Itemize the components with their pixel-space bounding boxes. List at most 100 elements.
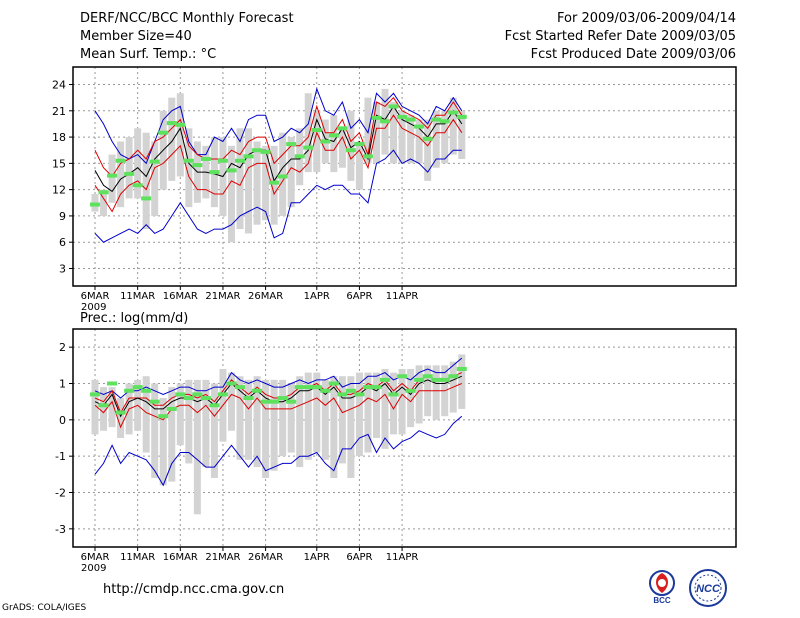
- observed-mark: [98, 403, 109, 408]
- panel-1: 3 6 9 12 15 18 21 24 6MAR 11MAR 16MAR 21MAR 26MAR 1AP…: [52, 66, 737, 313]
- observed-mark: [448, 110, 459, 115]
- spread-bar: [117, 141, 125, 208]
- observed-mark: [175, 392, 186, 397]
- spread-bar: [245, 128, 253, 234]
- y-tick-label: 1: [59, 378, 66, 391]
- observed-mark: [422, 374, 433, 379]
- observed-mark: [311, 385, 322, 390]
- spread-bar: [313, 110, 321, 173]
- observed-mark: [277, 396, 288, 401]
- y-tick-label: 6: [59, 236, 66, 249]
- y-tick-label: 2: [59, 341, 66, 354]
- observed-mark: [320, 388, 331, 393]
- spread-bar: [108, 154, 116, 203]
- spread-bar: [142, 376, 150, 453]
- spread-bar: [125, 137, 133, 199]
- spread-bar: [313, 372, 321, 453]
- observed-mark: [354, 142, 365, 147]
- observed-mark: [269, 180, 280, 185]
- observed-mark: [90, 392, 100, 397]
- observed-mark: [243, 154, 254, 159]
- observed-mark: [141, 388, 152, 393]
- spread-bar: [424, 119, 432, 181]
- observed-mark: [252, 388, 263, 393]
- observed-mark: [132, 183, 143, 188]
- spread-bar: [270, 379, 278, 471]
- spread-bar: [458, 354, 466, 409]
- spread-bar: [176, 383, 184, 446]
- spread-bar: [296, 376, 304, 468]
- y-tick-label: 15: [52, 157, 66, 170]
- ncc-logo: NCC: [689, 569, 727, 607]
- observed-mark: [175, 122, 186, 127]
- observed-mark: [158, 130, 169, 135]
- x-tick-label: 1APR: [304, 291, 330, 302]
- observed-mark: [431, 377, 442, 382]
- observed-mark: [448, 374, 459, 379]
- spread-bar: [227, 372, 235, 431]
- observed-mark: [303, 385, 314, 390]
- spread-bar: [355, 372, 363, 457]
- observed-mark: [166, 121, 177, 126]
- observed-mark: [107, 173, 118, 178]
- observed-mark: [124, 388, 135, 393]
- observed-mark: [158, 414, 169, 419]
- observed-mark: [260, 149, 271, 154]
- spread-bar: [168, 97, 176, 181]
- year-label: 2009: [81, 563, 106, 574]
- spread-bar: [304, 93, 312, 173]
- observed-mark: [209, 170, 220, 175]
- spread-bar: [151, 383, 159, 478]
- observed-mark: [414, 377, 425, 382]
- spread-bar: [168, 387, 176, 482]
- spread-bar: [100, 189, 108, 216]
- spread-bar: [330, 376, 338, 478]
- observed-mark: [405, 117, 416, 122]
- observed-mark: [388, 392, 399, 397]
- x-tick-label: 21MAR: [205, 552, 240, 563]
- chart-title: DERF/NCC/BCC Monthly Forecast: [80, 11, 294, 26]
- x-tick-label: 26MAR: [248, 552, 283, 563]
- observed-mark: [328, 133, 339, 138]
- x-tick-label: 26MAR: [248, 291, 283, 302]
- observed-mark: [286, 399, 297, 404]
- observed-mark: [294, 385, 305, 390]
- observed-mark: [226, 168, 237, 173]
- spread-bar: [364, 97, 372, 164]
- observed-mark: [183, 158, 194, 163]
- observed-mark: [217, 392, 228, 397]
- y-tick-label: 12: [52, 184, 66, 197]
- observed-mark: [200, 396, 211, 401]
- observed-mark: [149, 399, 160, 404]
- spread-bar: [441, 110, 449, 164]
- spread-bar: [381, 368, 389, 449]
- precipitation-panel-label: Prec.: log(mm/d): [80, 311, 188, 326]
- observed-mark: [371, 385, 382, 390]
- spread-bar: [253, 141, 261, 225]
- member-size-label: Member Size=40: [80, 29, 192, 44]
- observed-mark: [252, 148, 263, 153]
- observed-mark: [107, 381, 118, 386]
- spread-bar: [279, 379, 287, 457]
- x-tick-label: 6APR: [346, 552, 372, 563]
- temperature-panel-label: Mean Surf. Temp.: °C: [80, 47, 217, 62]
- y-tick-label: 3: [59, 262, 66, 275]
- spread-bar: [390, 102, 398, 164]
- year-label: 2009: [81, 302, 106, 313]
- spread-bar: [108, 387, 116, 428]
- series-inner-lower: [94, 383, 462, 429]
- spread-bar: [253, 376, 261, 468]
- spread-bar: [407, 368, 415, 428]
- observed-mark: [431, 117, 442, 122]
- spread-bar: [287, 137, 295, 208]
- observed-mark: [345, 388, 356, 393]
- spread-bar: [321, 379, 329, 460]
- observed-mark: [456, 114, 467, 119]
- series-outer-lower: [94, 415, 463, 487]
- website-url[interactable]: http://cmdp.ncc.cma.gov.cn: [103, 582, 285, 597]
- spread-bar: [262, 145, 270, 221]
- y-tick-label: 9: [59, 210, 66, 223]
- spread-bar: [458, 110, 466, 159]
